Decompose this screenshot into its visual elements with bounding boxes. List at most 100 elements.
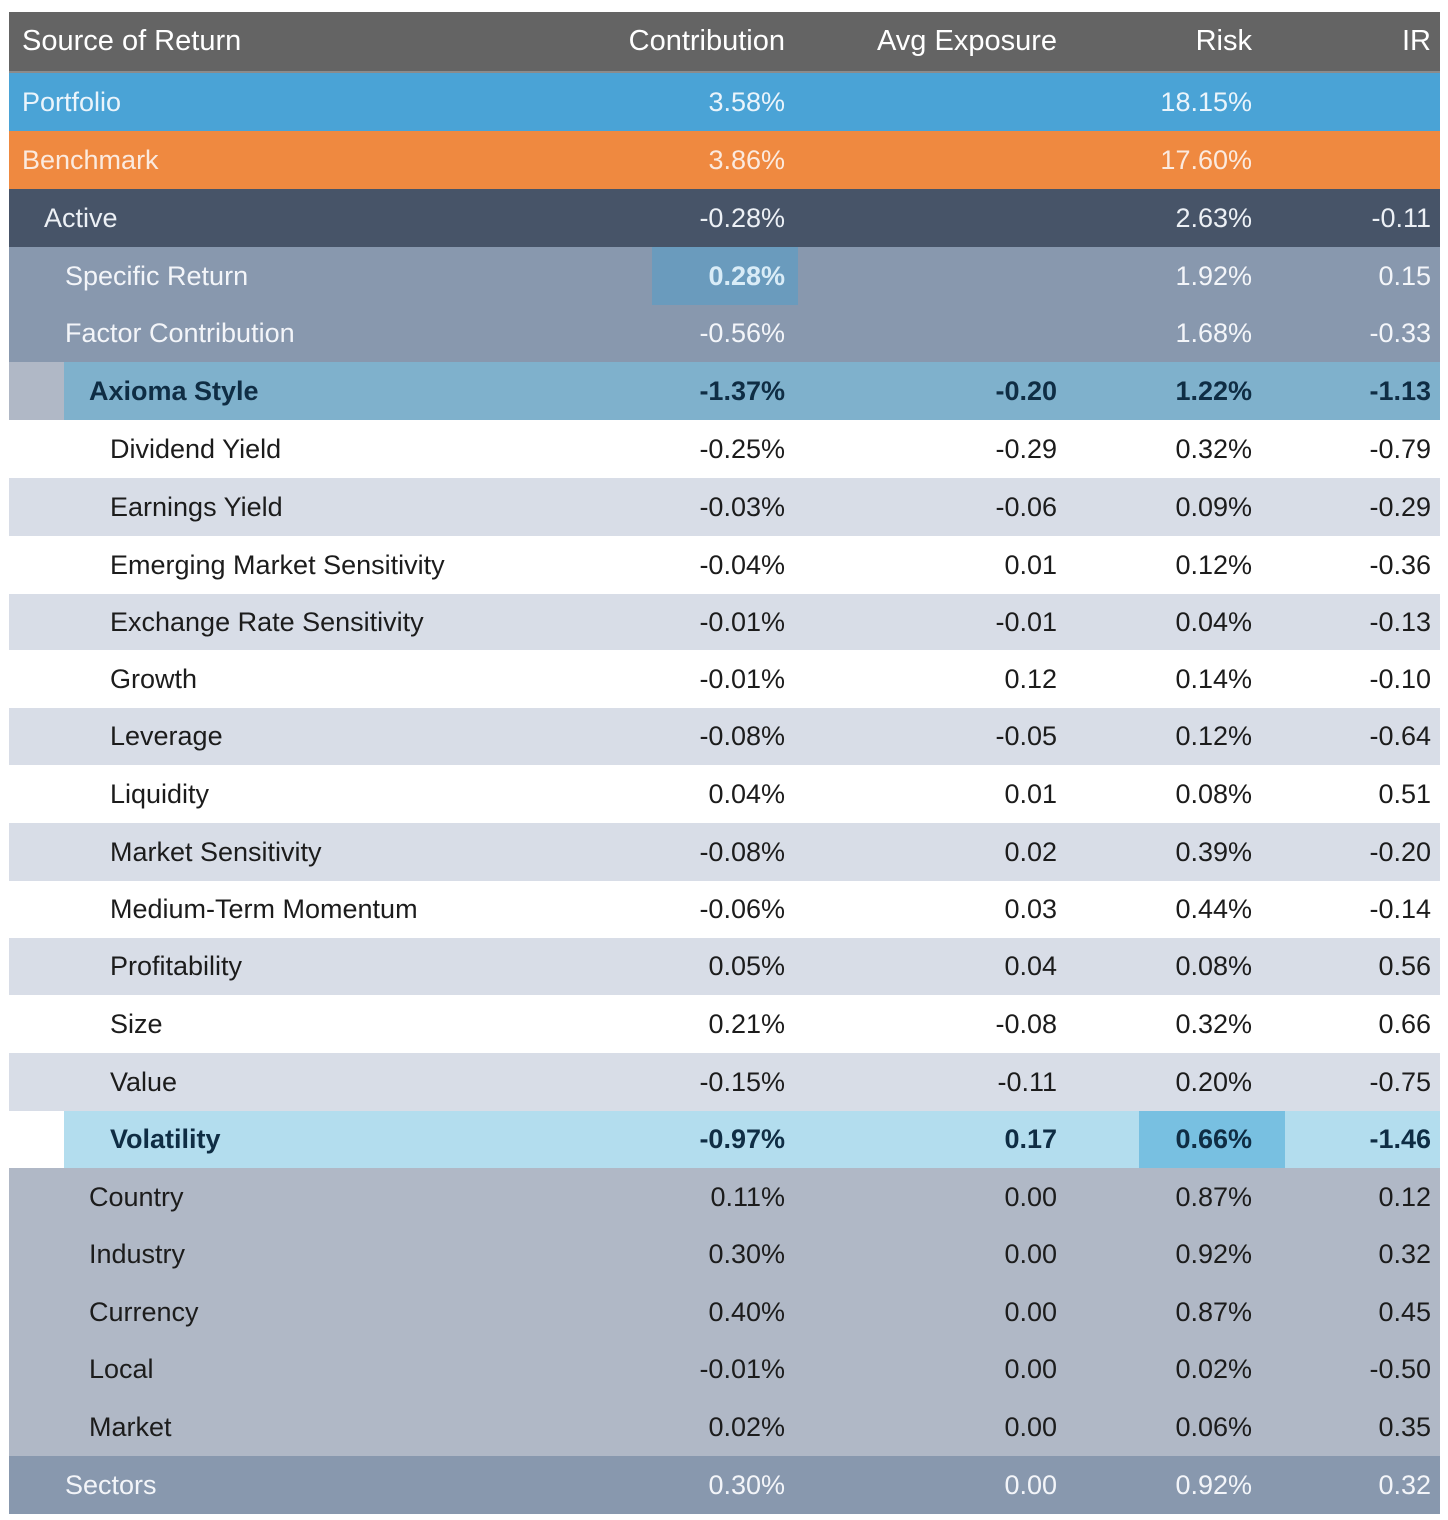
row-label: Leverage — [110, 721, 223, 751]
table-row: Size 0.21% -0.08 0.32% 0.66 — [9, 995, 1440, 1053]
contribution-cell: 0.02% — [708, 1411, 785, 1442]
table-row: Active -0.28% 2.63% -0.11 — [9, 189, 1440, 247]
contribution-cell: 0.30% — [708, 1469, 785, 1500]
row-label: Liquidity — [110, 778, 210, 809]
contribution-cell: -0.01% — [699, 1354, 785, 1384]
header-avg-exposure: Avg Exposure — [876, 25, 1057, 57]
contribution-cell: -0.03% — [699, 491, 785, 522]
risk-cell: 0.12% — [1175, 721, 1252, 751]
avg-exposure-cell: -0.01 — [995, 606, 1057, 637]
ir-cell: 0.51 — [1378, 778, 1431, 809]
ir-cell: 0.35 — [1378, 1411, 1431, 1442]
risk-cell: 0.87% — [1175, 1181, 1252, 1212]
risk-cell: 0.12% — [1175, 549, 1252, 580]
avg-exposure-cell: 0.17 — [1004, 1124, 1057, 1154]
contribution-cell: -0.56% — [699, 318, 785, 348]
ir-cell: -0.75 — [1369, 1066, 1431, 1097]
risk-cell: 0.14% — [1175, 663, 1252, 694]
risk-cell: 0.87% — [1175, 1296, 1252, 1327]
risk-cell: 0.08% — [1175, 951, 1252, 981]
row-label: Factor Contribution — [65, 318, 295, 348]
ir-cell: -0.20 — [1369, 836, 1431, 867]
contribution-cell: 0.04% — [708, 778, 785, 809]
row-label: Medium-Term Momentum — [110, 894, 418, 924]
ir-cell: -0.11 — [1371, 202, 1431, 233]
row-label: Currency — [89, 1296, 199, 1327]
table-row: Portfolio 3.58% 18.15% — [9, 73, 1440, 131]
row-label: Specific Return — [65, 260, 249, 291]
risk-cell: 0.06% — [1175, 1411, 1252, 1442]
contribution-cell: -0.15% — [699, 1066, 785, 1097]
contribution-cell: 0.21% — [708, 1008, 785, 1039]
contribution-cell: 3.86% — [708, 144, 785, 175]
row-indent-gutter — [9, 362, 64, 420]
risk-cell: 18.15% — [1160, 86, 1252, 117]
risk-cell: 0.32% — [1175, 1008, 1252, 1039]
contribution-cell: -0.97% — [699, 1124, 785, 1154]
ir-cell: -0.36 — [1369, 549, 1431, 580]
table-row: Market 0.02% 0.00 0.06% 0.35 — [9, 1398, 1440, 1456]
contribution-cell: -0.04% — [699, 549, 785, 580]
row-label: Market Sensitivity — [110, 836, 322, 867]
ir-cell — [1309, 73, 1440, 131]
avg-exposure-cell — [907, 73, 1057, 131]
contribution-cell: -0.08% — [699, 836, 785, 867]
ir-cell: 0.15 — [1378, 260, 1431, 291]
risk-cell: 0.09% — [1175, 491, 1252, 522]
table-row: Dividend Yield -0.25% -0.29 0.32% -0.79 — [9, 420, 1440, 478]
row-label: Growth — [110, 663, 198, 694]
avg-exposure-cell: 0.12 — [1004, 663, 1057, 694]
avg-exposure-cell — [907, 189, 1057, 247]
ir-cell: -0.14 — [1369, 894, 1431, 924]
table-row: Axioma Style -1.37% -0.20 1.22% -1.13 — [9, 362, 1440, 420]
ir-cell: 0.66 — [1378, 1008, 1431, 1039]
row-indent-gutter — [9, 1111, 64, 1168]
avg-exposure-cell: 0.03 — [1004, 894, 1057, 924]
table-row: Profitability 0.05% 0.04 0.08% 0.56 — [9, 938, 1440, 995]
avg-exposure-cell — [907, 305, 1057, 362]
avg-exposure-cell: 0.02 — [1004, 836, 1057, 867]
avg-exposure-cell: -0.29 — [995, 433, 1057, 464]
risk-cell: 0.66% — [1139, 1111, 1285, 1168]
contribution-cell: -0.08% — [699, 721, 785, 751]
table-row: Market Sensitivity -0.08% 0.02 0.39% -0.20 — [9, 823, 1440, 881]
ir-cell: -1.13 — [1369, 375, 1431, 406]
avg-exposure-cell: 0.00 — [1004, 1411, 1057, 1442]
risk-cell: 2.63% — [1175, 202, 1252, 233]
row-label: Volatility — [110, 1124, 221, 1154]
avg-exposure-cell: -0.08 — [995, 1008, 1057, 1039]
avg-exposure-cell: 0.00 — [1004, 1354, 1057, 1384]
table-row: Factor Contribution -0.56% 1.68% -0.33 — [9, 305, 1440, 362]
ir-cell: 0.45 — [1378, 1296, 1431, 1327]
ir-cell: -0.29 — [1369, 491, 1431, 522]
row-label: Portfolio — [22, 86, 122, 117]
ir-cell: -0.79 — [1369, 433, 1431, 464]
avg-exposure-cell: -0.06 — [995, 491, 1057, 522]
contribution-cell: -0.01% — [699, 663, 785, 694]
header-risk: Risk — [1195, 25, 1252, 57]
risk-cell: 1.22% — [1175, 375, 1252, 406]
table-row: Industry 0.30% 0.00 0.92% 0.32 — [9, 1226, 1440, 1283]
header-contribution: Contribution — [628, 25, 785, 57]
avg-exposure-cell — [907, 131, 1057, 189]
risk-cell: 0.92% — [1175, 1469, 1252, 1500]
row-label: Active — [44, 202, 118, 233]
table-row: Currency 0.40% 0.00 0.87% 0.45 — [9, 1283, 1440, 1341]
ir-cell: 0.12 — [1378, 1181, 1431, 1212]
contribution-cell: 0.05% — [708, 951, 785, 981]
risk-cell: 1.68% — [1175, 318, 1252, 348]
contribution-cell: 0.40% — [708, 1296, 785, 1327]
row-label: Sectors — [65, 1469, 157, 1500]
row-label: Emerging Market Sensitivity — [110, 549, 445, 580]
table-row: Medium-Term Momentum -0.06% 0.03 0.44% -0.14 — [9, 881, 1440, 938]
contribution-cell: 3.58% — [708, 86, 785, 117]
risk-cell: 0.92% — [1175, 1239, 1252, 1269]
row-label: Market — [89, 1411, 172, 1442]
table-row: Value -0.15% -0.11 0.20% -0.75 — [9, 1053, 1440, 1111]
ir-cell: 0.32 — [1378, 1239, 1431, 1269]
row-label: Exchange Rate Sensitivity — [110, 606, 424, 637]
table-row: Emerging Market Sensitivity -0.04% 0.01 0.1… — [9, 536, 1440, 594]
table-row: Earnings Yield -0.03% -0.06 0.09% -0.29 — [9, 478, 1440, 536]
contribution-cell: -0.01% — [699, 606, 785, 637]
avg-exposure-cell: 0.00 — [1004, 1239, 1057, 1269]
